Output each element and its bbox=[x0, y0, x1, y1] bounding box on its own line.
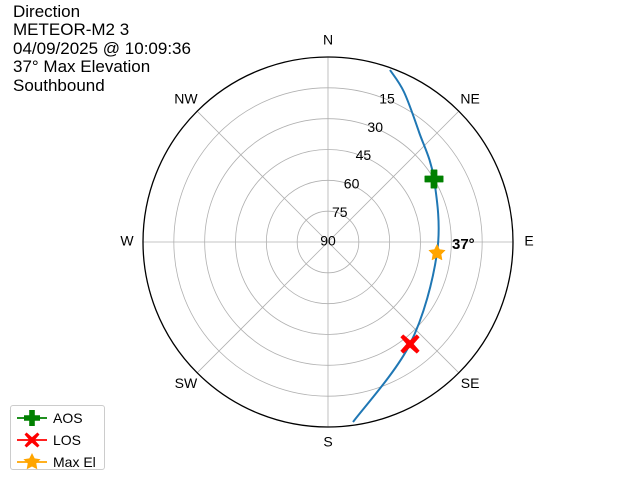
svg-text:75: 75 bbox=[332, 204, 348, 220]
svg-text:S: S bbox=[323, 434, 332, 450]
svg-text:N: N bbox=[323, 32, 333, 48]
svg-text:E: E bbox=[524, 233, 533, 249]
svg-text:SW: SW bbox=[175, 375, 198, 391]
svg-text:90: 90 bbox=[320, 233, 336, 249]
svg-text:37°: 37° bbox=[452, 236, 475, 253]
svg-text:15: 15 bbox=[379, 90, 395, 106]
svg-text:W: W bbox=[120, 233, 134, 249]
svg-text:SE: SE bbox=[461, 375, 480, 391]
svg-text:NE: NE bbox=[460, 91, 479, 107]
svg-text:45: 45 bbox=[356, 147, 372, 163]
svg-text:30: 30 bbox=[367, 119, 383, 135]
svg-text:60: 60 bbox=[344, 176, 360, 192]
